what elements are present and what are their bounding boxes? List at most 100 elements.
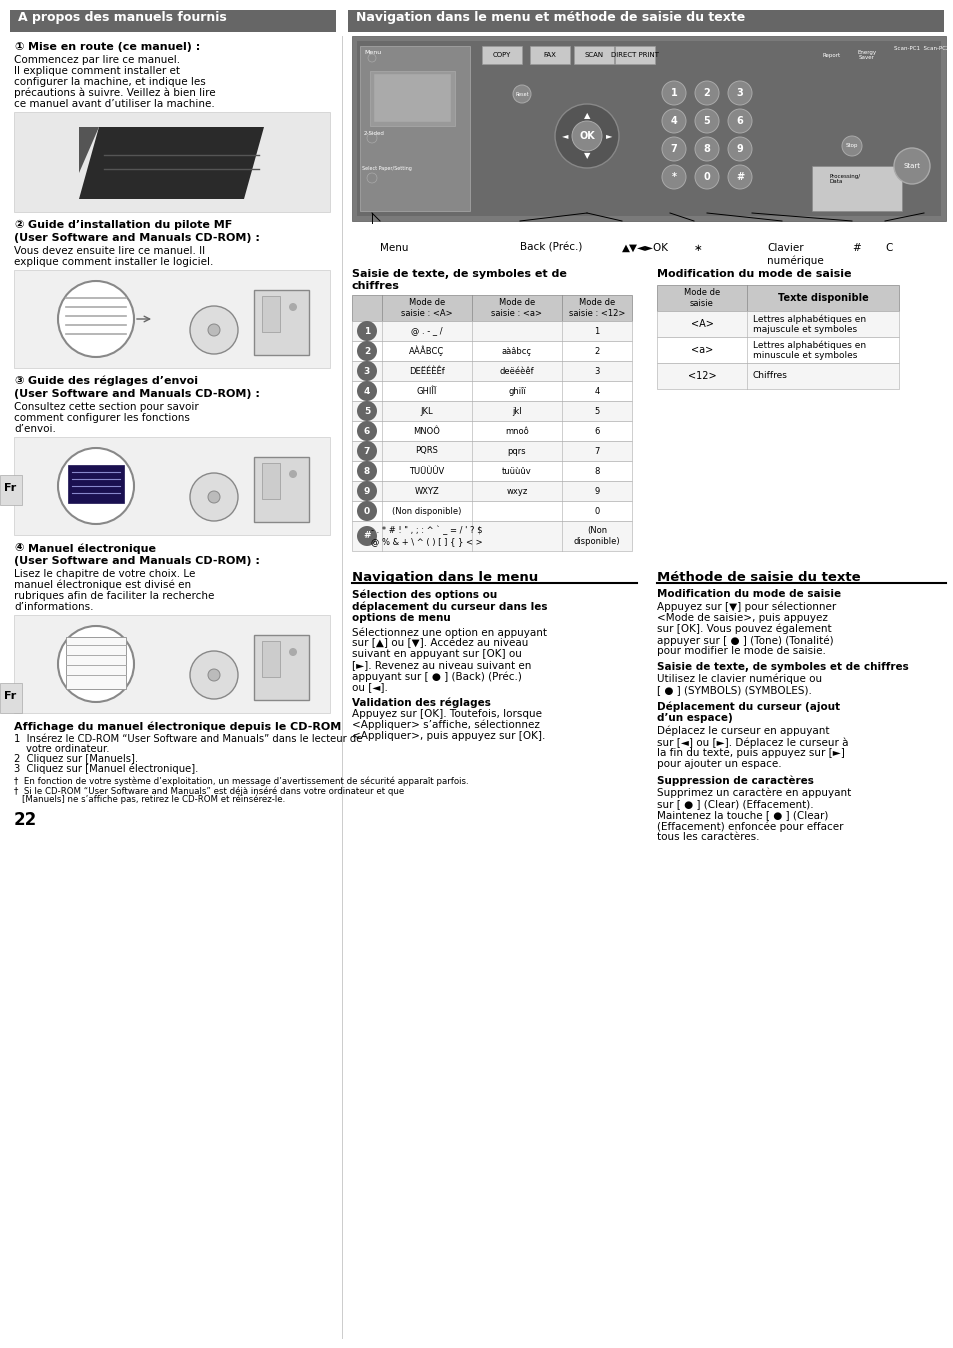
Text: 2: 2 [363, 346, 370, 356]
Circle shape [190, 651, 237, 700]
Circle shape [661, 109, 685, 133]
Text: deëéèêf: deëéèêf [499, 367, 534, 376]
Text: DIRECT PRINT: DIRECT PRINT [610, 53, 659, 58]
Circle shape [513, 85, 531, 102]
Text: (Non disponible): (Non disponible) [392, 507, 461, 515]
Bar [811, 166, 901, 212]
Circle shape [356, 526, 376, 546]
Text: DEËÉÈÊf: DEËÉÈÊf [409, 367, 444, 376]
Text: OK: OK [578, 131, 595, 142]
Text: ce manuel avant d’utiliser la machine.: ce manuel avant d’utiliser la machine. [14, 98, 214, 109]
Text: 5: 5 [703, 116, 710, 125]
Bar [615, 46, 655, 63]
Circle shape [727, 109, 751, 133]
Text: Guide d’installation du pilote MF: Guide d’installation du pilote MF [28, 220, 232, 231]
Bar [262, 462, 280, 499]
Circle shape [356, 421, 376, 441]
Text: ►: ► [605, 132, 612, 140]
Text: Maintenez la touche [ ● ] (Clear): Maintenez la touche [ ● ] (Clear) [657, 810, 827, 820]
Text: Manuel électronique: Manuel électronique [28, 543, 156, 554]
Bar [253, 635, 309, 700]
Text: Sélection des options ou: Sélection des options ou [352, 589, 497, 600]
Text: ①: ① [14, 42, 24, 53]
Circle shape [695, 81, 719, 105]
Circle shape [289, 303, 296, 311]
Text: 8: 8 [702, 144, 710, 154]
Text: 7: 7 [594, 446, 599, 456]
Text: - . * # ! " , ; : ^ ` _ = / ' ? $
@ % & + \ ^ ( ) [ ] { } < >: - . * # ! " , ; : ^ ` _ = / ' ? $ @ % & … [371, 526, 482, 546]
Text: (Effacement) enfoncée pour effacer: (Effacement) enfoncée pour effacer [657, 821, 842, 832]
Circle shape [367, 133, 376, 143]
Circle shape [841, 136, 862, 156]
Text: #: # [851, 243, 860, 253]
Text: Commencez par lire ce manuel.: Commencez par lire ce manuel. [14, 55, 180, 65]
Text: ▲▼◄►OK: ▲▼◄►OK [621, 243, 668, 253]
Bar [14, 437, 330, 535]
Text: 1: 1 [594, 326, 599, 336]
Text: tous les caractères.: tous les caractères. [657, 832, 759, 842]
Text: Vous devez ensuite lire ce manuel. Il: Vous devez ensuite lire ce manuel. Il [14, 245, 205, 256]
Bar [352, 441, 631, 461]
Text: <A>: <A> [690, 319, 713, 329]
Text: Lettres alphabétiques en
majuscule et symboles: Lettres alphabétiques en majuscule et sy… [752, 314, 865, 334]
Text: 7: 7 [670, 144, 677, 154]
Text: Fr: Fr [4, 483, 16, 493]
Circle shape [727, 164, 751, 189]
Bar [352, 400, 631, 421]
Circle shape [555, 104, 618, 168]
Circle shape [289, 648, 296, 656]
Text: 8: 8 [594, 466, 599, 476]
Text: #: # [363, 531, 371, 541]
Text: Déplacement du curseur (ajout: Déplacement du curseur (ajout [657, 701, 840, 712]
Text: [►]. Revenez au niveau suivant en: [►]. Revenez au niveau suivant en [352, 661, 531, 670]
Text: appuyer sur [ ● ] (Tone) (Tonalité): appuyer sur [ ● ] (Tone) (Tonalité) [657, 635, 833, 646]
Text: <12>: <12> [687, 371, 716, 381]
Text: [Manuels] ne s’affiche pas, retirez le CD-ROM et réinsérez-le.: [Manuels] ne s’affiche pas, retirez le C… [22, 795, 285, 805]
Text: Méthode de saisie du texte: Méthode de saisie du texte [657, 572, 860, 584]
Text: Scan-PC1  Scan-PC2: Scan-PC1 Scan-PC2 [893, 46, 949, 51]
Text: [ ● ] (SYMBOLS) (SYMBOLES).: [ ● ] (SYMBOLS) (SYMBOLES). [657, 685, 811, 696]
Text: suivant en appuyant sur [OK] ou: suivant en appuyant sur [OK] ou [352, 648, 521, 659]
Text: 8: 8 [363, 466, 370, 476]
Polygon shape [79, 127, 264, 200]
Circle shape [208, 491, 220, 503]
Circle shape [356, 361, 376, 381]
Text: 3: 3 [594, 367, 599, 376]
Circle shape [572, 121, 601, 151]
Text: sur [◄] ou [►]. Déplacez le curseur à: sur [◄] ou [►]. Déplacez le curseur à [657, 737, 847, 748]
Bar [253, 457, 309, 522]
Text: ▼: ▼ [583, 151, 590, 160]
Text: (Non
disponible): (Non disponible) [573, 526, 619, 546]
Text: Mise en route (ce manuel) :: Mise en route (ce manuel) : [28, 42, 200, 53]
Text: 2-Sided: 2-Sided [364, 131, 384, 136]
Text: 2  Cliquez sur [Manuels].: 2 Cliquez sur [Manuels]. [14, 754, 138, 764]
Text: Suppression de caractères: Suppression de caractères [657, 775, 813, 786]
Bar [348, 9, 943, 32]
Bar [356, 40, 940, 216]
Text: sur [OK]. Vous pouvez également: sur [OK]. Vous pouvez également [657, 624, 831, 635]
Bar [253, 290, 309, 355]
Text: ou [◄].: ou [◄]. [352, 682, 388, 692]
Text: déplacement du curseur dans les: déplacement du curseur dans les [352, 601, 547, 612]
Text: Processing/
Data: Processing/ Data [829, 174, 861, 185]
Text: 9: 9 [736, 144, 742, 154]
Text: 5: 5 [363, 407, 370, 415]
Text: pqrs: pqrs [507, 446, 526, 456]
Text: WXYZ: WXYZ [415, 487, 439, 496]
Text: @ . - _ /: @ . - _ / [411, 326, 442, 336]
Text: Mode de
saisie : <12>: Mode de saisie : <12> [568, 298, 624, 318]
Circle shape [356, 381, 376, 400]
Text: C: C [884, 243, 891, 253]
Text: Lettres alphabétiques en
minuscule et symboles: Lettres alphabétiques en minuscule et sy… [752, 340, 865, 360]
Circle shape [695, 109, 719, 133]
Text: Modification du mode de saisie: Modification du mode de saisie [657, 589, 841, 599]
Text: 1  Insérez le CD-ROM “User Software and Manuals” dans le lecteur de: 1 Insérez le CD-ROM “User Software and M… [14, 735, 362, 744]
Text: COPY: COPY [493, 53, 511, 58]
Text: 2: 2 [703, 88, 710, 98]
Text: mnoô: mnoô [504, 426, 528, 435]
Circle shape [289, 470, 296, 479]
Text: ②: ② [14, 220, 24, 231]
Text: 6: 6 [363, 426, 370, 435]
Bar [14, 270, 330, 368]
Text: 3  Cliquez sur [Manuel électronique].: 3 Cliquez sur [Manuel électronique]. [14, 764, 198, 775]
